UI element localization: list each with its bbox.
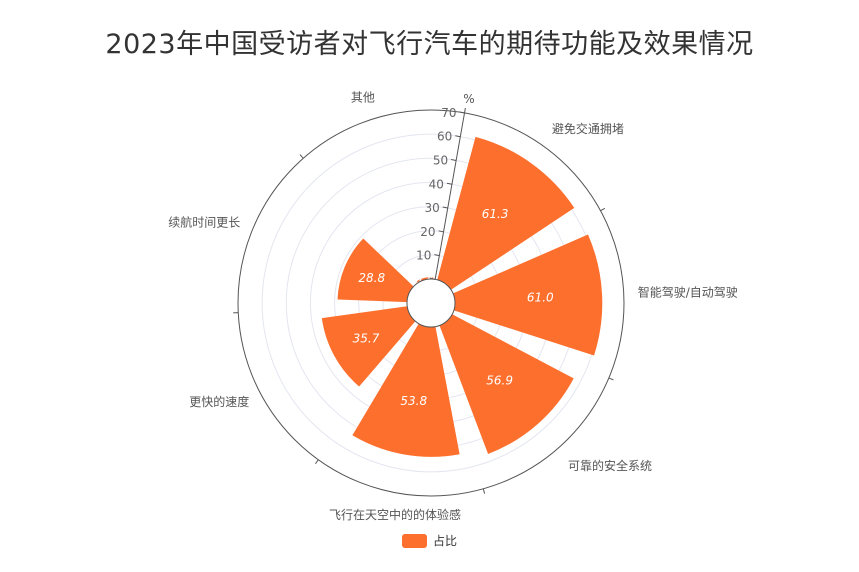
radius-axis-tick — [446, 182, 453, 185]
legend[interactable]: 占比 — [0, 532, 859, 549]
radius-tick-label: 10 — [416, 249, 431, 263]
radius-tick-label: 50 — [433, 153, 448, 167]
polar-bar — [321, 306, 416, 387]
radius-axis-tick — [455, 135, 461, 138]
polar-bar — [337, 238, 414, 303]
category-label: 续航时间更长 — [168, 215, 240, 230]
data-label: 28.8 — [358, 271, 385, 285]
data-label: 53.8 — [400, 394, 427, 408]
data-label: 61.3 — [482, 207, 509, 221]
radius-unit-label: % — [463, 92, 474, 106]
inner-circle — [406, 278, 456, 328]
radius-tick-label: 20 — [420, 225, 435, 239]
angle-axis-tick — [299, 154, 304, 159]
polar-bar — [439, 314, 574, 454]
angle-axis-tick — [482, 488, 486, 494]
angle-axis-tick — [608, 377, 614, 381]
category-label: 其他 — [351, 91, 375, 105]
radius-tick-label: 70 — [441, 106, 456, 120]
category-label: 智能驾驶/自动驾驶 — [638, 285, 738, 300]
angle-axis-tick — [315, 459, 319, 465]
radius-axis-tick — [438, 230, 444, 233]
polar-bar — [352, 323, 460, 457]
legend-swatch — [401, 533, 427, 548]
radius-axis-tick — [434, 254, 440, 257]
polar-bar — [437, 136, 575, 290]
category-label: 更快的速度 — [189, 394, 249, 409]
data-label: 56.9 — [486, 374, 513, 388]
radius-tick-label: 30 — [424, 201, 439, 215]
radius-axis-tick — [442, 206, 448, 209]
category-label: 避免交通拥堵 — [552, 121, 624, 136]
radius-axis-tick — [459, 111, 465, 114]
radius-tick-label: 40 — [429, 177, 444, 191]
angle-axis-tick — [464, 107, 466, 114]
category-label: 可靠的安全系统 — [568, 458, 652, 473]
angle-axis-tick — [600, 207, 606, 212]
radius-axis-line — [434, 112, 466, 280]
radius-tick-label: 60 — [437, 130, 452, 144]
radius-axis-tick — [430, 277, 436, 280]
data-label: 35.7 — [353, 331, 380, 345]
category-label: 飞行在天空中的的体验感 — [329, 507, 461, 522]
chart-title: 2023年中国受访者对飞行汽车的期待功能及效果情况 — [105, 29, 754, 60]
radius-axis-tick — [451, 158, 457, 161]
legend-label: 占比 — [432, 534, 457, 548]
polar-outer-ring — [237, 109, 625, 497]
polar-bar — [452, 234, 603, 356]
data-label: 61.0 — [527, 291, 554, 305]
